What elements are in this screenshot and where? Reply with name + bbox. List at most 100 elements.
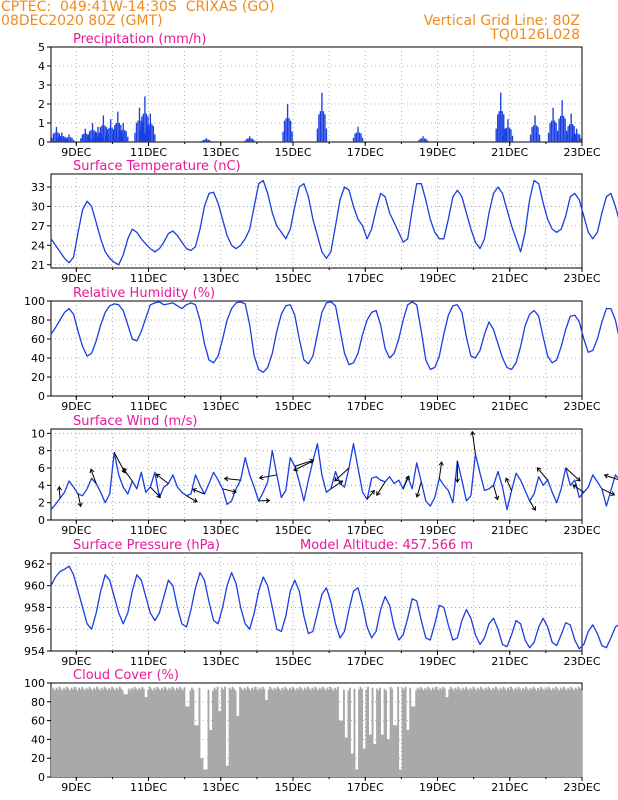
cloud-bar <box>203 769 205 777</box>
cloud-bar <box>275 689 278 777</box>
cloud-bar <box>252 689 255 777</box>
cloud-bar <box>424 687 427 777</box>
cloud-bar <box>505 690 508 777</box>
rh-ytick-label: 0 <box>38 390 45 403</box>
wind-arrow <box>222 488 237 493</box>
cloud-bar <box>150 688 153 777</box>
cloud-bar <box>451 688 454 777</box>
cloud-bar <box>312 689 315 777</box>
cloud-bar <box>120 688 123 777</box>
precip-bar <box>205 138 208 142</box>
station-header: CPTEC: 049:41W-14:30S CRIXAS (GO) <box>1 0 275 15</box>
precip-bar <box>64 136 66 142</box>
cloud-bar <box>138 687 141 777</box>
cloud-bar <box>333 687 336 777</box>
cloud-bar <box>178 686 181 777</box>
wind-arrow-head <box>470 430 476 436</box>
cloud-bar <box>349 687 351 777</box>
cloud-bar <box>403 689 406 777</box>
pres-ytick-label: 960 <box>24 580 45 593</box>
cloud-bar <box>510 686 512 777</box>
precip-title: Precipitation (mm/h) <box>73 32 206 47</box>
cloud-xtick-label: 19DEC <box>419 781 456 794</box>
temp-xtick-label: 9DEC <box>61 272 91 285</box>
wind-arrow <box>334 467 350 482</box>
cloud-bar <box>245 689 248 777</box>
cloud-bar <box>482 690 485 777</box>
cloud-bar <box>147 689 150 777</box>
cloud-bar <box>276 686 279 777</box>
cloud-bar <box>317 690 320 777</box>
pres-ytick-label: 954 <box>24 645 45 658</box>
wind-arrow-head <box>89 468 95 474</box>
cloud-bar <box>553 689 556 777</box>
cloud-bar <box>73 686 76 777</box>
rh-xtick-label: 23DEC <box>563 400 600 413</box>
cloud-bar <box>233 688 236 777</box>
cloud-bar <box>380 734 383 777</box>
precip-bar <box>324 114 326 142</box>
cloud-bar <box>263 688 266 777</box>
cloud-bar <box>225 765 228 777</box>
precip-bar <box>124 130 126 142</box>
cloud-bar <box>127 688 130 777</box>
cloud-bar <box>175 687 178 777</box>
cloud-bar <box>421 688 424 777</box>
precip-bar <box>204 139 206 142</box>
cloud-bar <box>90 688 93 777</box>
cloud-bar <box>154 689 157 777</box>
cloud-xtick-label: 9DEC <box>61 781 91 794</box>
cloud-bar <box>377 690 380 777</box>
cloud-bar <box>78 687 80 777</box>
cloud-bar <box>87 689 90 777</box>
cloud-bar <box>189 690 192 777</box>
cloud-bar <box>206 769 208 777</box>
temp-xtick-label: 17DEC <box>347 272 384 285</box>
wind-panel <box>47 428 618 524</box>
cloud-bar <box>190 687 193 777</box>
cloud-bar <box>528 690 531 777</box>
precip-bar <box>146 126 149 142</box>
precip-bar <box>202 139 204 142</box>
cloud-bar <box>529 687 532 777</box>
precip-bar <box>426 140 429 142</box>
cloud-bar <box>192 689 195 777</box>
temp-xtick-label: 19DEC <box>419 272 456 285</box>
cloud-bar <box>570 686 573 777</box>
cloud-bar <box>538 689 541 777</box>
cloud-bar <box>463 689 466 777</box>
cloud-bar <box>60 688 62 777</box>
cloud-bar <box>99 690 102 777</box>
cloud-bar <box>183 687 186 777</box>
model-id: TQ0126L028 <box>490 27 580 43</box>
cloud-bar <box>436 688 439 777</box>
cloud-bar <box>96 686 99 777</box>
temp-ytick-label: 21 <box>31 259 45 272</box>
cloud-bar <box>406 730 409 777</box>
wind-arrow <box>122 467 133 482</box>
cloud-bar <box>431 687 434 777</box>
cloud-bar <box>374 744 377 777</box>
cloud-bar <box>544 687 547 777</box>
cloud-bar <box>267 689 270 777</box>
cloud-bar <box>207 689 210 777</box>
cloud-bar <box>415 690 418 777</box>
precip-xtick-label: 23DEC <box>563 146 600 159</box>
cloud-bar <box>260 689 263 777</box>
precip-ytick-label: 4 <box>38 60 45 73</box>
cloud-bar <box>139 689 142 777</box>
wind-arrow-head <box>405 475 410 481</box>
cloud-bar <box>386 739 389 777</box>
cloud-bar <box>559 687 562 777</box>
precip-bar <box>105 135 107 142</box>
cloud-bar <box>305 689 308 777</box>
precip-bar <box>420 138 423 142</box>
cloud-bar <box>442 686 445 777</box>
precip-bar <box>568 124 571 142</box>
cloud-bar <box>370 734 372 777</box>
temp-xtick-label: 11DEC <box>130 272 167 285</box>
wind-arrow-head <box>155 473 161 479</box>
cloud-bar <box>428 688 431 777</box>
cloud-bar <box>108 687 111 777</box>
precip-bar <box>552 107 554 142</box>
